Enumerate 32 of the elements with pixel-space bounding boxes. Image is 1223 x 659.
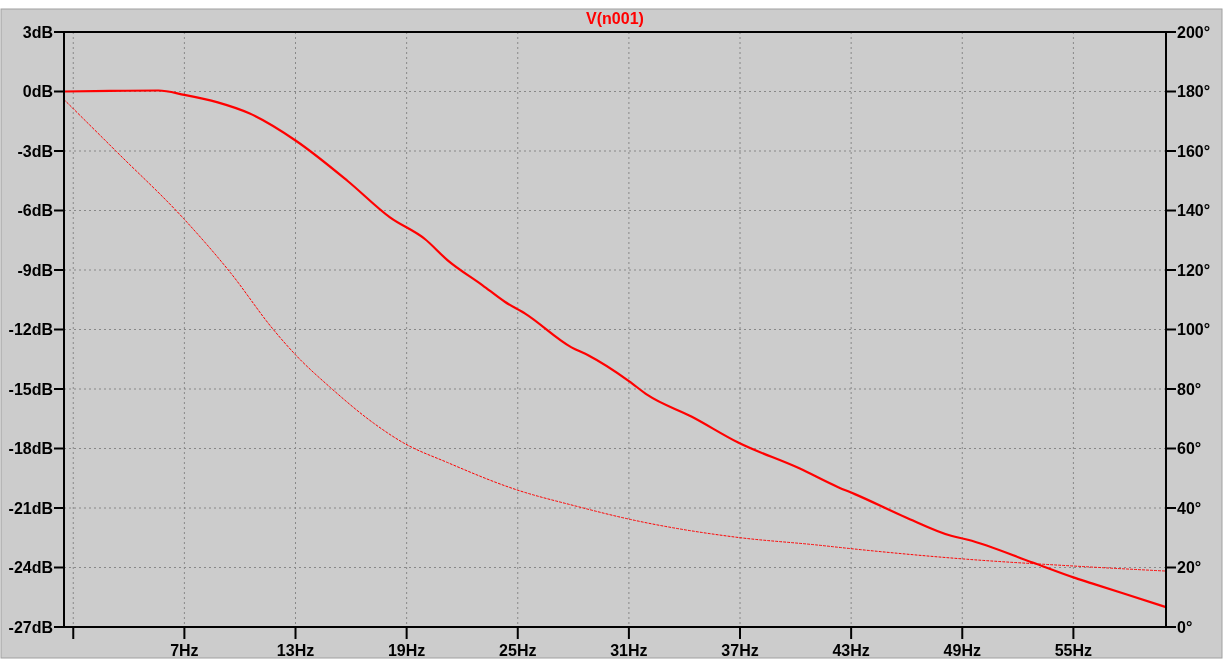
y-tick-label: 0dB	[22, 83, 53, 101]
y2-tick-label: 40°	[1177, 499, 1202, 517]
x-tick-label: 7Hz	[170, 642, 199, 659]
y-tick-label: -12dB	[8, 321, 53, 339]
y2-tick-label: 0°	[1177, 618, 1193, 636]
y-tick-label: -27dB	[8, 618, 53, 636]
x-tick-label: 43Hz	[832, 642, 870, 659]
y2-tick-label: 20°	[1177, 559, 1202, 577]
y2-tick-label: 60°	[1177, 440, 1202, 458]
y2-tick-label: 160°	[1177, 142, 1211, 160]
y-tick-label: -21dB	[8, 499, 53, 517]
y2-tick-label: 120°	[1177, 261, 1211, 279]
x-tick-label: 19Hz	[387, 642, 426, 659]
y2-tick-label: 140°	[1177, 202, 1211, 220]
y-tick-label: -24dB	[8, 559, 53, 577]
x-tick-label: 25Hz	[499, 642, 537, 659]
y2-tick-label: 100°	[1177, 321, 1211, 339]
y-tick-label: 3dB	[22, 23, 53, 41]
y2-tick-label: 80°	[1177, 380, 1202, 398]
chart-title: V(n001)	[586, 10, 644, 27]
y-tick-label: -6dB	[17, 202, 53, 220]
x-tick-label: 55Hz	[1054, 642, 1093, 659]
y-tick-label: -3dB	[17, 142, 53, 160]
y2-tick-label: 200°	[1177, 23, 1211, 41]
y-tick-label: -15dB	[8, 380, 53, 398]
x-tick-label: 49Hz	[943, 642, 981, 659]
x-tick-label: 31Hz	[610, 642, 648, 659]
y-tick-label: -18dB	[8, 440, 53, 458]
y-tick-label: -9dB	[17, 261, 53, 279]
x-tick-label: 13Hz	[276, 642, 315, 659]
y2-tick-label: 180°	[1177, 83, 1211, 101]
x-tick-label: 37Hz	[721, 642, 759, 659]
